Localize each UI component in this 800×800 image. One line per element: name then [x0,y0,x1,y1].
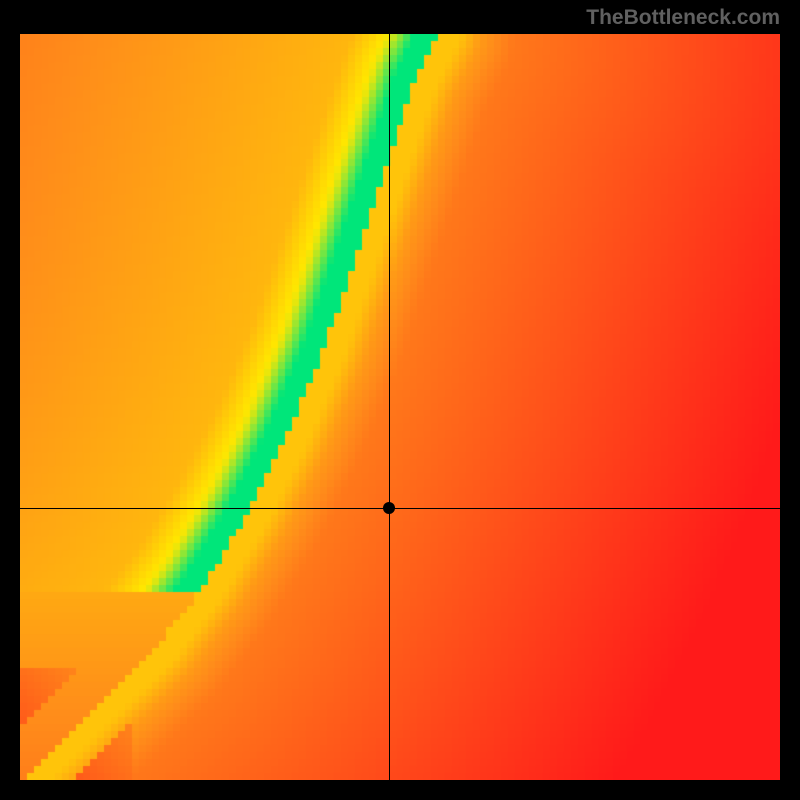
marker-dot [383,502,395,514]
watermark-text: TheBottleneck.com [586,6,780,30]
crosshair-horizontal [20,508,780,509]
crosshair-vertical [389,34,390,780]
heatmap-chart [20,34,780,780]
heatmap-canvas [20,34,780,780]
